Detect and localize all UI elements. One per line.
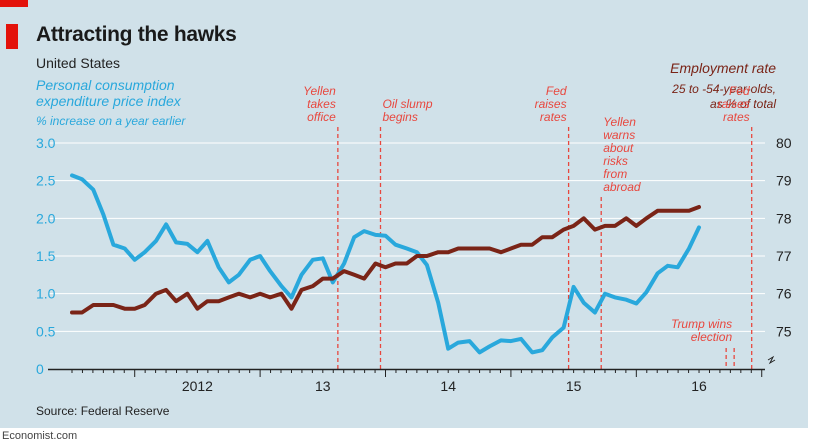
- event-label: abroad: [603, 180, 641, 194]
- event-label: Fed: [729, 84, 750, 98]
- right-series-unit-line: 25 to -54-year-olds,: [672, 82, 776, 96]
- right-series-unit-line: as % of total: [709, 97, 776, 111]
- x-tick-label: 2012: [182, 378, 213, 394]
- y-right-tick-label: 78: [776, 210, 792, 226]
- employment-series-line: [70, 205, 701, 315]
- tick-labels: 0 0.5 1.0 1.5 2.0 2.5 3.0 75 76 77 78 79 80 2012 13 14 1…: [36, 135, 792, 394]
- y-right-tick-label: 75: [776, 323, 792, 339]
- event-label: warns: [603, 128, 635, 142]
- axis-break-icon: [767, 355, 776, 365]
- event-label: office: [307, 110, 336, 124]
- axes: [48, 355, 776, 377]
- left-series-unit: % increase on a year earlier: [36, 114, 186, 128]
- right-series-title: Employment rate: [670, 60, 776, 76]
- event-label: Fed: [546, 84, 567, 98]
- event-label: Oil slump: [382, 97, 432, 111]
- event-label: about: [603, 141, 634, 155]
- y-right-tick-label: 79: [776, 173, 792, 189]
- event-label: Yellen: [303, 84, 336, 98]
- brand-stripe: [0, 0, 28, 7]
- x-tick-label: 13: [315, 378, 331, 394]
- event-label: from: [603, 167, 627, 181]
- y-left-tick-label: 1.5: [36, 248, 56, 264]
- event-label: election: [691, 330, 733, 344]
- left-series-title: Personal consumption expenditure price i…: [36, 77, 181, 109]
- gridlines: [48, 142, 765, 332]
- event-label: risks: [603, 154, 628, 168]
- y-left-tick-label: 2.5: [36, 173, 56, 189]
- event-label: raises: [718, 97, 750, 111]
- event-label: rates: [723, 110, 750, 124]
- x-tick-label: 15: [566, 378, 582, 394]
- y-right-tick-label: 77: [776, 248, 792, 264]
- event-label: raises: [535, 97, 567, 111]
- x-tick-label: 14: [440, 378, 456, 394]
- y-left-tick-label: 2.0: [36, 210, 56, 226]
- event-label: Trump wins: [671, 317, 732, 331]
- y-right-tick-label: 76: [776, 286, 792, 302]
- series-lines: [70, 173, 701, 355]
- source-note: Source: Federal Reserve: [36, 404, 170, 418]
- y-left-tick-label: 3.0: [36, 135, 56, 151]
- y-left-tick-label: 1.0: [36, 286, 56, 302]
- brand-credit: Economist.com: [2, 430, 78, 442]
- x-tick-label: 16: [691, 378, 707, 394]
- y-left-tick-label: 0: [36, 361, 44, 377]
- chart-title: Attracting the hawks: [36, 23, 237, 46]
- y-right-tick-label: 80: [776, 135, 792, 151]
- chart-subtitle: United States: [36, 55, 121, 71]
- event-label: rates: [540, 110, 567, 124]
- event-label: takes: [307, 97, 336, 111]
- y-left-tick-label: 0.5: [36, 323, 56, 339]
- event-label: begins: [382, 110, 417, 124]
- pce-series-line: [70, 173, 701, 355]
- event-label: Yellen: [603, 115, 636, 129]
- chart-panel: Attracting the hawks United States Perso…: [0, 0, 808, 428]
- right-series-unit: 25 to -54-year-olds, as % of total: [576, 82, 776, 112]
- brand-tag: [6, 24, 18, 49]
